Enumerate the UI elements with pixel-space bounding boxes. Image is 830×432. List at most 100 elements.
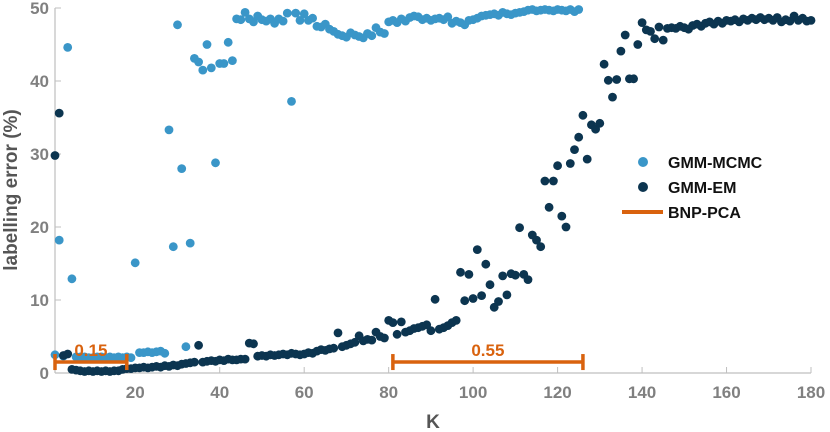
data-point — [650, 34, 660, 44]
data-point — [223, 37, 233, 47]
data-point — [240, 7, 250, 17]
data-point — [54, 235, 64, 245]
data-point — [130, 258, 140, 268]
data-point — [181, 342, 191, 352]
data-point — [380, 333, 389, 343]
data-point — [629, 74, 638, 84]
data-point — [599, 59, 609, 69]
data-point — [160, 348, 170, 358]
data-point — [185, 238, 195, 248]
data-point — [295, 16, 305, 25]
data-point — [565, 159, 575, 168]
data-point — [472, 245, 482, 255]
legend-label-gmm-mcmc: GMM-MCMC — [668, 155, 763, 172]
data-point — [367, 335, 377, 345]
data-point — [299, 9, 309, 19]
data-point — [544, 202, 554, 212]
data-point — [654, 22, 664, 32]
data-point — [515, 223, 524, 233]
data-point — [291, 8, 301, 18]
data-point — [63, 43, 73, 52]
data-point — [502, 290, 512, 300]
data-point — [367, 31, 377, 41]
x-tick-label: 80 — [379, 383, 398, 402]
interval-label: 0.55 — [471, 341, 504, 360]
x-tick-label: 140 — [628, 383, 656, 402]
data-point — [608, 92, 617, 102]
y-tick-label: 20 — [30, 218, 49, 237]
legend: GMM-MCMC GMM-EM BNP-PCA — [622, 155, 763, 222]
data-point — [595, 118, 605, 128]
data-point — [350, 337, 360, 347]
data-point — [460, 296, 470, 306]
interval-0: 0.15 — [53, 341, 129, 371]
data-point — [557, 211, 567, 221]
data-point — [603, 75, 613, 85]
data-point — [388, 318, 398, 327]
data-point — [67, 274, 77, 284]
data-point — [380, 29, 389, 38]
x-tick-label: 20 — [126, 383, 145, 402]
y-tick-label: 40 — [30, 72, 49, 91]
data-point — [806, 16, 816, 25]
data-point — [249, 339, 258, 349]
data-point — [498, 271, 508, 281]
data-point — [456, 267, 465, 277]
data-point — [228, 56, 237, 65]
data-point — [396, 317, 406, 327]
data-point — [206, 63, 216, 73]
data-point — [468, 294, 478, 303]
data-point — [126, 353, 136, 363]
legend-marker-gmm-em — [638, 182, 648, 192]
data-point — [430, 294, 440, 304]
data-point — [443, 12, 453, 22]
data-point — [620, 30, 630, 40]
data-point — [282, 8, 292, 18]
data-point — [511, 270, 520, 280]
x-axis-ticks: 20 40 60 80 100 120 140 160 180 — [126, 367, 825, 402]
data-point — [561, 222, 571, 232]
data-point — [582, 154, 592, 164]
data-point — [574, 132, 584, 142]
legend-marker-gmm-mcmc — [638, 157, 648, 167]
data-point — [287, 97, 296, 106]
data-point — [540, 176, 550, 186]
y-axis-label: labelling error (%) — [1, 109, 22, 271]
data-point — [177, 164, 187, 174]
data-point — [278, 16, 288, 26]
data-point — [236, 15, 246, 25]
data-point — [481, 259, 491, 269]
data-point — [633, 40, 643, 49]
data-point — [616, 46, 626, 56]
data-point — [194, 340, 204, 350]
data-point — [329, 343, 339, 353]
data-point — [570, 145, 579, 155]
interval-label: 0.15 — [74, 341, 107, 360]
y-tick-label: 0 — [40, 364, 49, 383]
data-point — [164, 125, 174, 135]
data-point — [240, 354, 250, 364]
series-gmm-mcmc — [50, 5, 584, 363]
data-point — [54, 108, 64, 118]
data-point — [485, 280, 495, 290]
x-tick-label: 40 — [210, 383, 229, 402]
data-point — [202, 40, 212, 49]
data-point — [333, 328, 343, 338]
x-tick-label: 60 — [295, 383, 314, 402]
data-point — [578, 110, 588, 120]
data-point — [194, 57, 204, 67]
x-tick-label: 180 — [797, 383, 825, 402]
data-point — [63, 349, 73, 359]
data-point — [477, 291, 486, 300]
x-tick-label: 100 — [459, 383, 487, 402]
data-point — [211, 158, 220, 168]
y-tick-label: 30 — [30, 145, 49, 164]
data-point — [426, 326, 436, 336]
data-point — [553, 161, 562, 171]
x-tick-label: 160 — [712, 383, 740, 402]
legend-label-bnp-pca: BNP-PCA — [668, 205, 741, 222]
interval-1: 0.55 — [391, 341, 585, 371]
data-point — [532, 235, 541, 245]
x-tick-label: 120 — [543, 383, 571, 402]
